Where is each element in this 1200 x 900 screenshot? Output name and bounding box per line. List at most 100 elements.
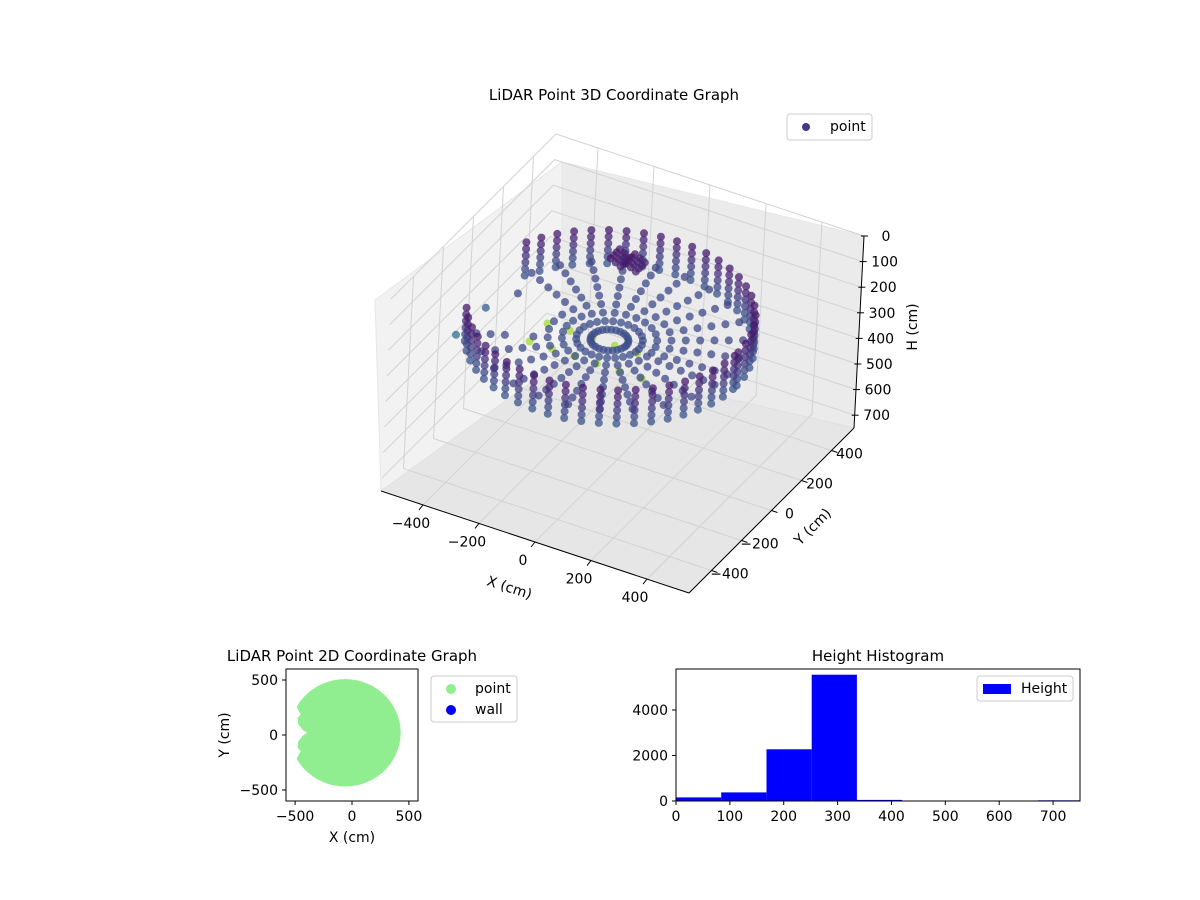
point-3d	[656, 232, 665, 241]
point-3d	[654, 357, 663, 366]
point-3d	[702, 249, 711, 258]
point-3d	[626, 302, 635, 311]
point-3d	[568, 393, 577, 402]
point-3d	[500, 330, 509, 339]
point-3d	[665, 381, 674, 390]
legend-2d-marker-wall	[446, 705, 456, 715]
point-3d	[560, 356, 569, 365]
point-3d	[590, 359, 599, 368]
point-3d	[652, 368, 661, 377]
point-3d	[651, 313, 660, 322]
point-3d	[597, 300, 606, 309]
point-3d	[725, 277, 733, 286]
point-3d	[723, 301, 732, 309]
x-tick-label-2d: −500	[276, 809, 314, 825]
x-tick-3d	[586, 560, 592, 566]
point-3d	[740, 359, 749, 368]
point-3d	[561, 298, 569, 306]
x-tick-label-2d: 0	[348, 809, 357, 825]
point-3d	[472, 359, 481, 368]
point-3d	[643, 362, 652, 371]
point-3d	[532, 342, 541, 351]
point-3d	[724, 284, 733, 293]
point-3d	[602, 361, 611, 370]
point-3d	[577, 410, 586, 419]
point-3d	[694, 392, 703, 401]
point-3d	[672, 257, 680, 266]
point-3d	[552, 290, 561, 299]
point-3d	[631, 267, 640, 276]
point-3d	[647, 410, 656, 419]
point-3d	[521, 264, 530, 273]
point-3d	[665, 388, 674, 397]
point-3d	[596, 385, 605, 394]
point-3d	[543, 333, 552, 342]
point-3d	[647, 324, 656, 333]
point-3d	[667, 336, 676, 345]
histogram-title: Height Histogram	[812, 647, 944, 665]
point-3d	[612, 300, 621, 309]
point-3d	[569, 234, 578, 243]
point-3d	[673, 237, 681, 246]
point-3d	[534, 391, 543, 400]
point-3d	[491, 356, 499, 365]
point-3d	[490, 370, 499, 379]
point-3d	[686, 269, 695, 278]
point-3d	[750, 301, 759, 310]
x-tick-label-3d: −200	[448, 534, 486, 550]
point-3d	[672, 279, 681, 288]
point-3d	[710, 336, 719, 345]
x-tick-3d	[530, 541, 536, 548]
point-3d	[651, 263, 660, 272]
point-3d	[679, 410, 688, 419]
grid-line-x	[646, 222, 823, 580]
y-tick-3d	[771, 510, 778, 513]
point-3d	[688, 371, 697, 380]
point-3d	[570, 227, 579, 236]
point-3d	[713, 289, 721, 298]
point-3d	[467, 329, 476, 338]
point-3d	[480, 361, 489, 370]
point-3d	[634, 356, 643, 365]
point-3d	[662, 307, 671, 316]
point-3d	[621, 240, 630, 249]
point-3d	[631, 392, 640, 401]
point-3d	[543, 409, 552, 418]
point-3d	[464, 313, 473, 322]
point-3d	[647, 404, 656, 413]
point-3d	[719, 379, 728, 388]
point-3d	[480, 355, 489, 363]
histogram-bars	[676, 674, 1080, 801]
point-3d	[707, 393, 716, 402]
point-3d	[707, 350, 716, 359]
point-3d	[664, 286, 673, 295]
point-3d	[561, 269, 570, 278]
point-3d	[680, 397, 688, 406]
point-3d	[614, 386, 623, 395]
y-tick-label-3d: 0	[785, 507, 794, 523]
point-3d	[676, 366, 685, 375]
histogram-y-tick-label: 0	[659, 794, 668, 810]
z-tick-label-3d: 400	[867, 331, 894, 347]
plot-3d-title: LiDAR Point 3D Coordinate Graph	[489, 86, 739, 104]
point-3d	[750, 321, 759, 330]
point-3d	[540, 365, 549, 374]
point-3d	[467, 336, 476, 345]
point-3d	[734, 286, 743, 295]
point-3d	[711, 304, 719, 313]
histogram-x-tick-label: 0	[672, 809, 681, 825]
point-3d	[528, 397, 537, 406]
point-3d	[741, 339, 750, 348]
point-3d	[714, 256, 723, 265]
point-3d	[685, 359, 694, 368]
point-3d	[545, 325, 553, 333]
point-3d	[568, 260, 577, 269]
point-3d	[613, 361, 622, 370]
grid-line-x	[590, 203, 767, 561]
histogram-x-tick-label: 300	[824, 809, 851, 825]
point-3d	[734, 273, 743, 282]
legend-2d: point wall	[430, 675, 518, 723]
point-3d	[551, 349, 560, 358]
point-3d	[591, 274, 600, 283]
point-3d	[673, 302, 682, 311]
